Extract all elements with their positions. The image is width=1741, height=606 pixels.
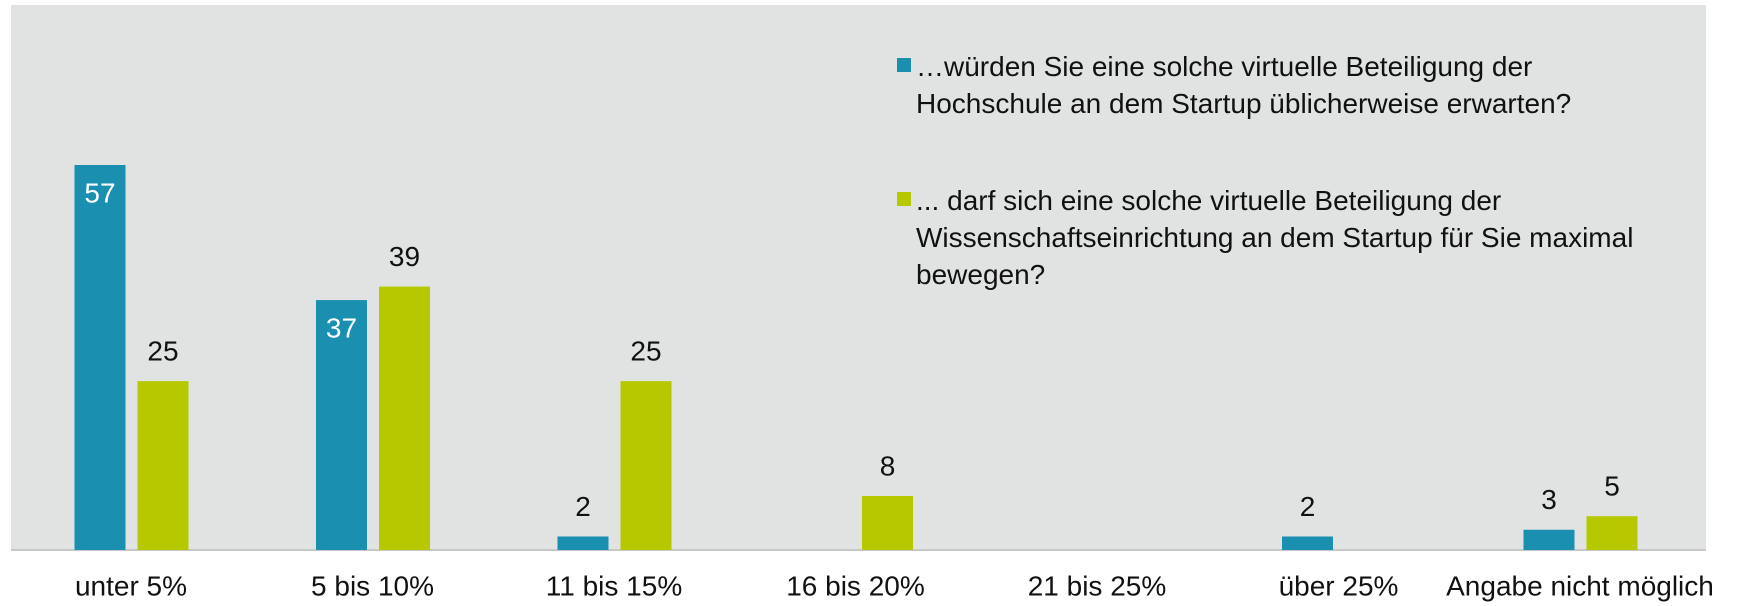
bar [379,286,430,550]
bar [1282,536,1333,550]
x-tick-label: Angabe nicht möglich [1446,570,1714,601]
plot-background [11,5,1706,550]
x-tick-label: 21 bis 25% [1028,570,1167,601]
legend-swatch [897,192,911,206]
data-label: 3 [1541,484,1557,515]
legend-label: ... darf sich eine solche virtuelle Bete… [916,185,1634,290]
data-label: 39 [389,241,420,272]
legend-item: ... darf sich eine solche virtuelle Bete… [897,182,1687,293]
data-label: 57 [84,177,115,208]
data-label: 25 [630,336,661,367]
legend-item: …würden Sie eine solche virtuelle Beteil… [897,48,1687,122]
data-label: 5 [1604,471,1620,502]
x-tick-label: unter 5% [75,570,187,601]
data-label: 2 [1300,491,1316,522]
bar [137,381,189,550]
data-label: 25 [147,336,178,367]
bar [620,381,672,550]
legend-swatch [897,58,911,72]
x-tick-label: 11 bis 15% [546,570,682,601]
x-tick-label: über 25% [1279,570,1399,601]
legend-label: …würden Sie eine solche virtuelle Beteil… [916,51,1572,119]
bar [1523,529,1575,550]
data-label: 2 [575,491,591,522]
x-tick-label: 5 bis 10% [311,570,434,601]
x-tick-label: 16 bis 20% [786,570,925,601]
bar [74,165,126,550]
bar [316,300,367,550]
data-label: 37 [326,312,357,343]
data-label: 8 [880,450,896,481]
bar [1586,516,1638,550]
bar [862,495,913,550]
bar [557,536,609,550]
